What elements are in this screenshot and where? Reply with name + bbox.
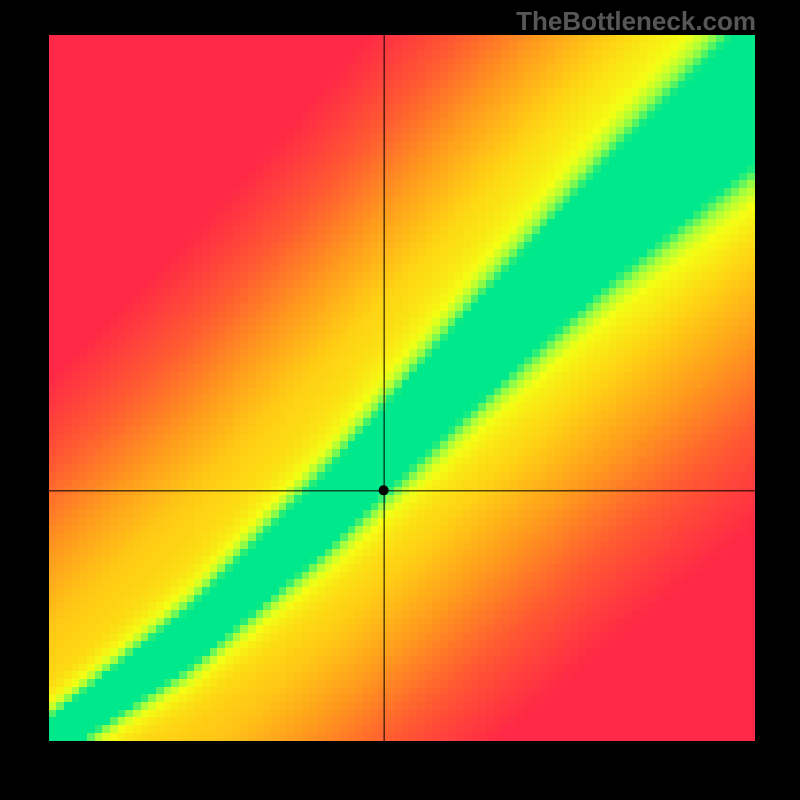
chart-container: { "watermark": "TheBottleneck.com", "cha…: [0, 0, 800, 800]
bottleneck-heatmap: [49, 35, 755, 741]
watermark-text: TheBottleneck.com: [516, 6, 756, 37]
